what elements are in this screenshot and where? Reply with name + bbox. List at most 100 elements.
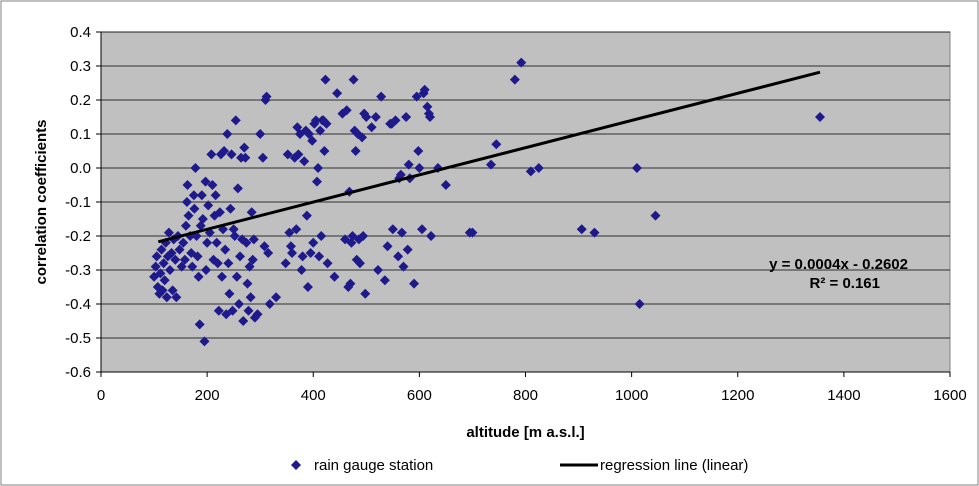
data-point (211, 237, 222, 248)
data-point (166, 248, 177, 258)
data-point (315, 125, 326, 136)
data-point (196, 190, 207, 201)
y-tick-label: -0.3 (65, 262, 91, 279)
y-tick-labels: 0.4 0.3 0.2 0.1 0.0 -0.1 -0.2 -0.3 -0.4 -0.5 -0.6 (65, 24, 91, 381)
data-point (255, 129, 266, 139)
data-point (161, 292, 172, 303)
data-point (164, 265, 175, 275)
data-point (216, 271, 227, 282)
data-point (235, 251, 246, 262)
data-point (206, 149, 217, 160)
data-point (354, 258, 365, 269)
data-point (232, 183, 243, 194)
data-point (189, 203, 200, 214)
data-point (291, 224, 302, 235)
data-point (226, 149, 237, 160)
data-point (589, 227, 600, 238)
data-point (151, 251, 162, 262)
data-point (341, 105, 352, 116)
data-point (509, 74, 520, 85)
data-point (390, 115, 401, 126)
x-tick-label: 1600 (933, 387, 966, 404)
data-point (576, 224, 587, 235)
data-point (395, 169, 406, 180)
y-tick-label: -0.6 (65, 364, 91, 381)
data-point (214, 207, 225, 218)
y-tick-label: 0.4 (70, 24, 91, 41)
x-tick-label: 1000 (615, 387, 648, 404)
data-point (516, 57, 527, 68)
data-point (150, 261, 161, 272)
data-point (247, 254, 258, 265)
data-point (650, 210, 661, 221)
data-point (293, 149, 304, 160)
data-point (305, 248, 316, 258)
x-tick-label: 600 (407, 387, 432, 404)
data-points (149, 57, 825, 347)
data-point (246, 207, 257, 218)
data-point (182, 180, 193, 190)
data-point (248, 234, 259, 245)
data-point (181, 197, 192, 207)
data-point (313, 163, 324, 173)
data-point (301, 210, 312, 221)
data-point (310, 115, 321, 126)
data-point (426, 231, 437, 241)
data-point (156, 244, 167, 255)
data-point (241, 237, 252, 248)
data-point (187, 261, 198, 272)
data-point (413, 146, 424, 156)
data-point (280, 258, 291, 269)
data-point (230, 115, 241, 126)
regression-r2-label: R² = 0.161 (810, 275, 880, 292)
data-point (284, 227, 295, 238)
data-point (197, 214, 208, 224)
data-point (409, 278, 420, 289)
data-point (360, 288, 371, 299)
data-point (366, 122, 377, 133)
data-point (233, 299, 244, 309)
data-point (358, 231, 369, 241)
data-point (357, 132, 368, 143)
legend: rain gauge station regression line (line… (291, 457, 748, 474)
data-point (201, 265, 212, 275)
x-tick-label: 400 (301, 387, 326, 404)
data-point (403, 159, 414, 170)
data-point (387, 224, 398, 235)
data-point (329, 271, 340, 282)
data-point (183, 210, 194, 221)
data-point (194, 319, 205, 330)
data-point (314, 251, 325, 262)
data-point (302, 282, 313, 292)
data-point (376, 91, 387, 102)
data-point (188, 190, 199, 201)
data-point (297, 251, 308, 262)
y-tick-label: 0.2 (70, 92, 91, 109)
data-point (257, 152, 268, 163)
data-point (370, 112, 381, 122)
data-point (414, 163, 425, 173)
data-point (299, 156, 310, 167)
data-point (424, 112, 435, 122)
y-tick-label: -0.2 (65, 228, 91, 245)
data-point (231, 271, 242, 282)
data-point (159, 275, 170, 286)
data-point (207, 180, 218, 190)
data-point (419, 84, 430, 95)
data-point (631, 163, 642, 173)
data-point (229, 231, 240, 241)
data-point (225, 203, 236, 214)
y-tick-label: 0.3 (70, 58, 91, 75)
data-point (271, 292, 282, 303)
data-point (322, 258, 333, 269)
data-point (223, 258, 234, 269)
data-point (263, 248, 274, 258)
data-point (200, 176, 211, 187)
x-axis-title: altitude [m a.s.l.] (466, 424, 584, 441)
y-tick-label: -0.4 (65, 296, 91, 313)
regression-equation-label: y = 0.0004x - 0.2602 (769, 256, 908, 273)
data-point (307, 135, 318, 146)
data-point (203, 200, 214, 211)
